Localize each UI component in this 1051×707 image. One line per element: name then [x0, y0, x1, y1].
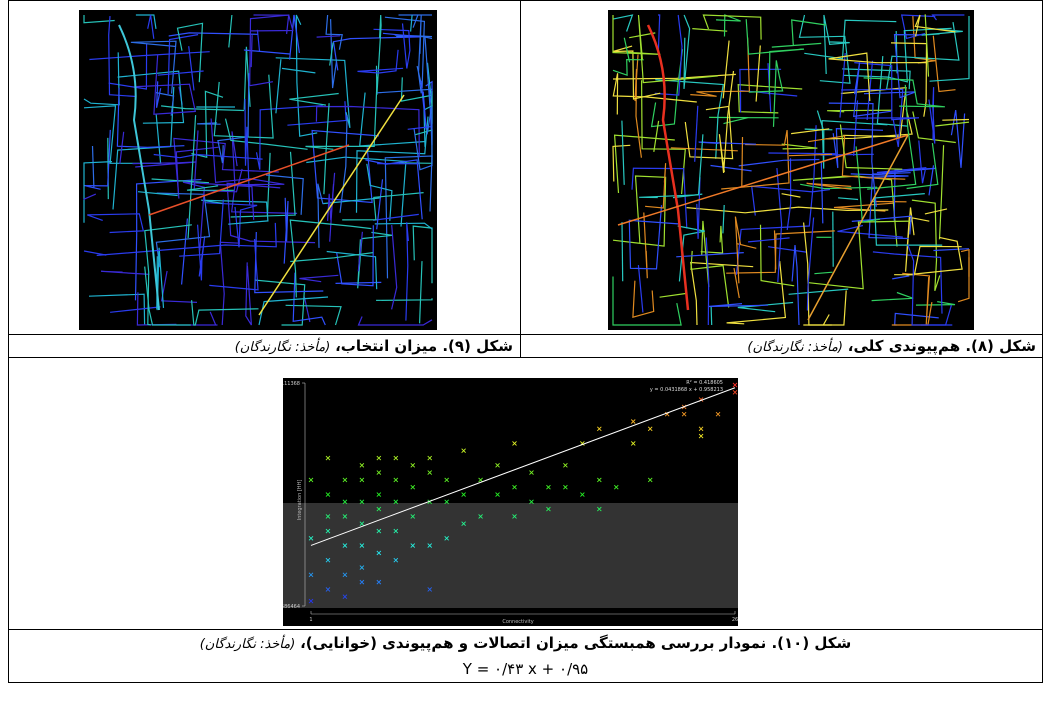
x-axis-label: Connectivity: [502, 619, 533, 625]
map-image: [79, 10, 437, 330]
caption-source: (مأخذ: نگارندگان): [747, 340, 843, 355]
page: شکل (۹). میزان انتخاب، (مأخذ: نگارندگان)…: [0, 0, 1051, 707]
map-street: [711, 306, 712, 325]
caption-title: شکل (۸). هم‌پیوندی کلی،: [848, 337, 1036, 355]
map-street: [622, 222, 623, 281]
caption: شکل (۸). هم‌پیوندی کلی، (مأخذ: نگارندگان…: [747, 337, 1036, 355]
y-tick-label: 2.11368: [283, 381, 300, 387]
scatter-image: Integration [HH] Connectivity R² = 0.418…: [283, 378, 738, 626]
caption-title: شکل (۱۰). نمودار بررسی همبستگی میزان اتص…: [300, 634, 851, 652]
equation: Y = ۰/۴۳ x + ۰/۹۵: [8, 660, 1043, 678]
plot-band: [283, 503, 738, 608]
caption-source: (مأخذ: نگارندگان): [235, 340, 331, 355]
caption: شکل (۹). میزان انتخاب، (مأخذ: نگارندگان): [235, 337, 513, 355]
caption: شکل (۱۰). نمودار بررسی همبستگی میزان اتص…: [8, 634, 1043, 652]
caption-title: شکل (۹). میزان انتخاب،: [335, 337, 513, 355]
x-tick-label: 1: [309, 617, 312, 623]
caption-source: (مأخذ: نگارندگان): [200, 637, 296, 652]
y-axis-label: Integration [HH]: [297, 480, 303, 521]
trend-label: y = 0.0431868 x + 0.958213: [650, 387, 723, 393]
map-street: [742, 137, 743, 186]
y-tick-label: 0.586464: [283, 604, 300, 610]
x-tick-label: 26: [732, 617, 738, 623]
map-image: [608, 10, 974, 330]
r2-label: R² = 0.418605: [686, 380, 723, 386]
map-street: [942, 120, 969, 121]
